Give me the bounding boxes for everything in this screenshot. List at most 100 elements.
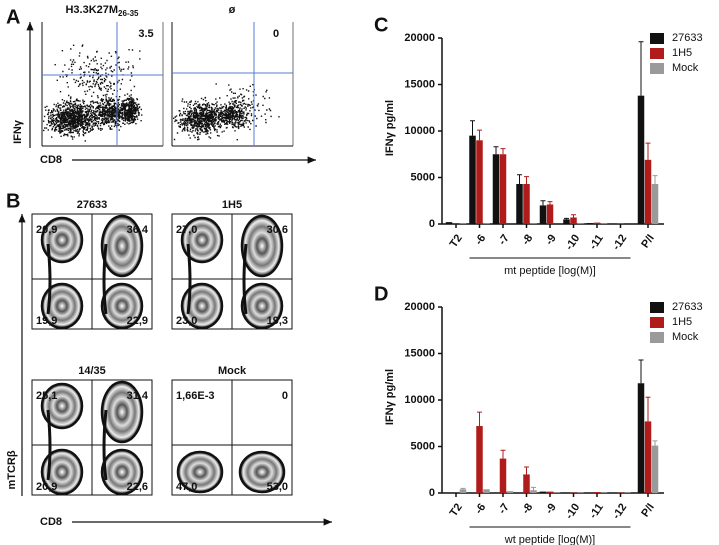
- y-tick-label: 10000: [404, 394, 435, 406]
- title-text: H3.3K27M: [65, 4, 118, 16]
- quadrant-value: 0: [282, 390, 288, 402]
- cell-dots: [173, 83, 280, 141]
- contour-bridge: [186, 243, 192, 315]
- bar: [637, 383, 645, 493]
- quadrant-value: 20,9: [36, 224, 57, 236]
- error-bar: [500, 148, 506, 155]
- bar: [539, 205, 547, 224]
- bar: [483, 489, 490, 493]
- scatter-plot: H3.3K27M26-35 3.5: [41, 4, 164, 147]
- scatter-plot: ø0: [171, 4, 294, 147]
- quadrant-value: 3.5: [138, 28, 153, 40]
- quadrant-value: 19,3: [267, 315, 288, 327]
- bar: [476, 140, 483, 224]
- contour-plot: Mock 1,66E-3 0 47,0 53,0: [171, 365, 293, 496]
- plot-title: ø: [229, 4, 236, 16]
- legend-swatch: [650, 317, 664, 328]
- legend-swatch: [650, 33, 664, 44]
- plot-title: Mock: [218, 365, 247, 377]
- bar: [644, 159, 652, 224]
- bar: [546, 204, 554, 224]
- plot-title: H3.3K27M26-35: [65, 4, 139, 18]
- error-bar: [547, 201, 553, 205]
- legend-label: 27633: [672, 301, 703, 313]
- panel-letter: D: [374, 283, 388, 305]
- legend-label: Mock: [672, 331, 699, 343]
- error-bar: [517, 174, 522, 185]
- quadrant-value: 19,9: [36, 315, 57, 327]
- contour: [100, 214, 144, 278]
- quadrant-value: 22,9: [127, 315, 148, 327]
- contour: [240, 282, 284, 330]
- error-bar: [645, 142, 651, 160]
- bar: [530, 490, 537, 493]
- bar: [651, 445, 659, 493]
- bar: [452, 223, 460, 224]
- contour: [176, 450, 224, 494]
- error-bar: [477, 129, 482, 141]
- y-tick-label: 5000: [411, 171, 435, 183]
- bar: [593, 222, 601, 224]
- y-tick-label: 0: [429, 218, 435, 230]
- y-tick-label: 15000: [404, 78, 435, 90]
- y-tick-label: 20000: [404, 301, 435, 313]
- error-bar: [645, 396, 651, 422]
- plot-title: 1H5: [222, 199, 242, 211]
- contour-bridge: [46, 243, 52, 315]
- bar: [476, 426, 483, 493]
- quadrant-value: 27,0: [176, 224, 197, 236]
- bar: [499, 154, 507, 224]
- error-bar: [477, 411, 482, 427]
- error-bar: [470, 120, 475, 136]
- bar: [539, 491, 547, 493]
- quadrant-value: 31,4: [127, 390, 149, 402]
- y-axis-label: IFNγ pg/ml: [384, 369, 396, 425]
- y-axis-label: IFNγ pg/ml: [384, 100, 396, 156]
- error-bar: [524, 176, 529, 185]
- bar: [637, 95, 645, 224]
- error-bar: [540, 200, 546, 206]
- bar: [445, 222, 453, 224]
- bar: [523, 474, 530, 493]
- legend-label: 1H5: [672, 47, 692, 59]
- quadrant-value: 47,0: [176, 481, 197, 493]
- bar: [506, 491, 514, 493]
- legend-label: 27633: [672, 32, 703, 44]
- y-tick-label: 15000: [404, 347, 435, 359]
- quadrant-value: 0: [273, 28, 279, 40]
- cell-dots: [43, 44, 143, 142]
- contour-plot: 1H5 27,0 30,6 23,0 19,3: [171, 199, 293, 330]
- x-axis-label: mt peptide [log(M)]: [504, 265, 596, 277]
- bar: [651, 184, 659, 224]
- y-tick-label: 20000: [404, 32, 435, 44]
- error-bar: [652, 175, 658, 185]
- plot-title: 27633: [77, 199, 108, 211]
- quadrant-value: 36,4: [127, 224, 149, 236]
- legend-swatch: [650, 63, 664, 74]
- contour: [40, 448, 84, 496]
- bar: [523, 184, 530, 224]
- y-axis-label: mTCRβ: [6, 450, 18, 489]
- bar: [586, 223, 594, 224]
- flow-panels: AIFNγCD8H3.3K27M26-353.5ø0BmTCRβCD827633…: [6, 4, 332, 528]
- panel-letter: B: [6, 190, 20, 212]
- quadrant-value: 1,66E-3: [176, 390, 215, 402]
- contour: [100, 282, 144, 330]
- quadrant-value: 20,9: [36, 481, 57, 493]
- contour-bridge: [102, 409, 108, 481]
- error-bar: [460, 487, 466, 490]
- error-bar: [524, 466, 529, 475]
- contour: [240, 214, 284, 278]
- bar: [459, 489, 467, 493]
- contour: [238, 450, 286, 494]
- title-text: ø: [229, 4, 236, 16]
- error-bar: [493, 146, 499, 155]
- legend-label: Mock: [672, 62, 699, 74]
- bar: [516, 184, 523, 224]
- bar: [492, 154, 500, 224]
- bar: [469, 135, 476, 224]
- error-bar: [571, 214, 576, 218]
